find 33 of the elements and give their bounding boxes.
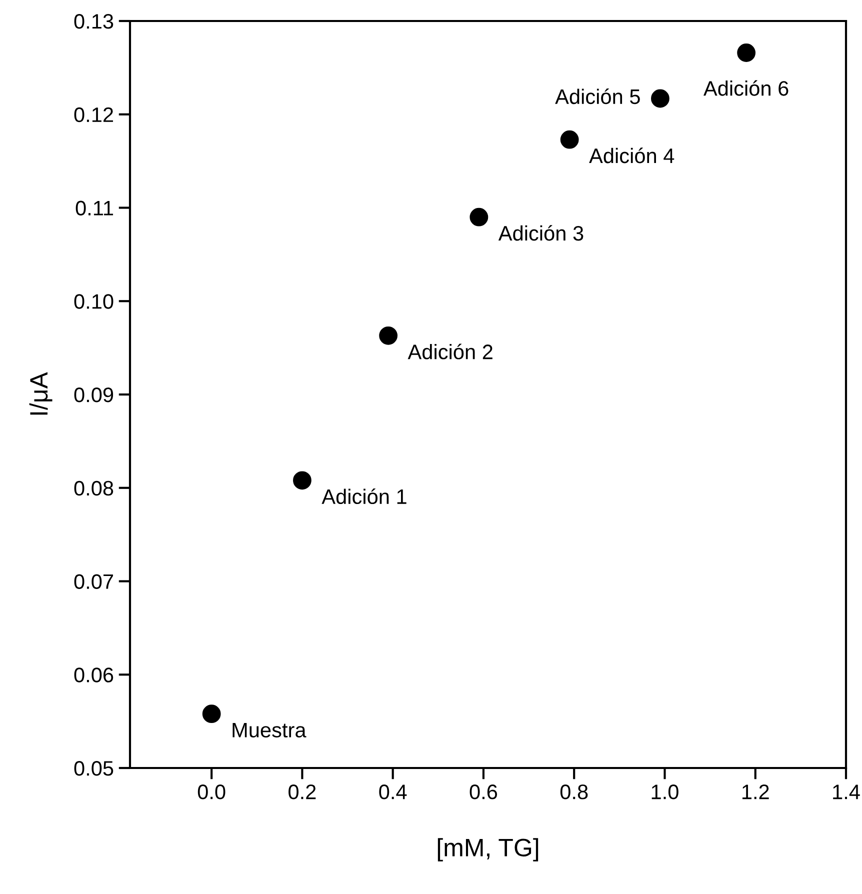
- y-tick-label: 0.10: [74, 294, 114, 309]
- y-tick-label: 0.07: [74, 574, 113, 590]
- y-axis-title: I/μA: [29, 372, 52, 415]
- annotation: Adición 4: [589, 148, 674, 164]
- x-tick-label: 0.2: [288, 784, 316, 800]
- point: [737, 44, 756, 62]
- point: [651, 89, 670, 108]
- point: [379, 326, 398, 345]
- x-tick-label: 1.2: [742, 784, 769, 800]
- annotation: Adición 2: [408, 344, 492, 360]
- x-tick-label: 1.4: [833, 784, 860, 800]
- x-tick-label: 1.0: [652, 784, 678, 800]
- y-tick-label: 0.13: [74, 14, 114, 29]
- y-tick-label: 0.09: [74, 388, 114, 402]
- y-tick-label: 0.06: [74, 668, 114, 682]
- y-tick-label: 0.05: [74, 761, 114, 776]
- y-tick-label: 0.08: [74, 480, 114, 496]
- point: [560, 130, 579, 149]
- x-tick-label: 0.6: [470, 784, 498, 800]
- y-tick-label: 0.12: [74, 107, 113, 122]
- x-tick-label: 0.8: [560, 784, 588, 800]
- point: [293, 471, 312, 490]
- annotation: Adición 5: [555, 88, 640, 104]
- point: [470, 208, 488, 226]
- point: [202, 704, 221, 724]
- annotation: Muestra: [232, 722, 306, 738]
- x-axis-title: [mM, TG]: [438, 838, 538, 862]
- annotation: Adición 3: [498, 225, 584, 241]
- annotation: Adición 1: [322, 488, 406, 504]
- x-tick-label: 0.4: [379, 784, 407, 800]
- y-tick-label: 0.11: [76, 200, 114, 216]
- annotation: Adición 6: [703, 80, 788, 96]
- x-tick-label: 0.0: [198, 784, 226, 800]
